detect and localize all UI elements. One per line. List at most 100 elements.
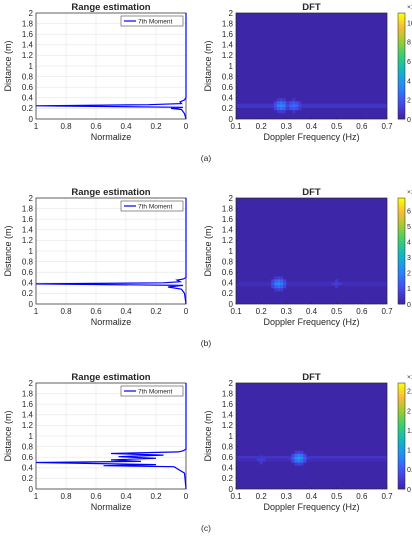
colorbar-segment xyxy=(398,44,405,48)
colorbar-segment xyxy=(398,205,405,209)
y-tick-label: 1.6 xyxy=(22,215,34,224)
x-axis-label: Normalize xyxy=(91,502,132,512)
x-tick-label: 0.7 xyxy=(381,122,393,131)
colorbar-segment xyxy=(398,443,405,447)
heatmap-cell xyxy=(274,285,278,289)
colorbar-segment xyxy=(398,26,405,30)
x-tick-label: 1 xyxy=(34,492,39,501)
colorbar-exponent: ×10⁹ xyxy=(407,189,412,196)
chart-panel-3-dft: 00.20.40.60.811.21.41.61.820.1 0.2 0.3 0.4 0… xyxy=(203,372,412,512)
y-tick-label: 0.2 xyxy=(222,474,234,483)
x-tick-label: 0.7 xyxy=(381,307,393,316)
y-axis-label: Distance (m) xyxy=(3,225,13,276)
colorbar-segment xyxy=(398,412,405,416)
heatmap-background xyxy=(236,198,387,304)
heatmap-cell xyxy=(286,104,290,108)
heatmap-cell xyxy=(279,110,283,114)
panel-label: (a) xyxy=(201,153,212,163)
colorbar-segment xyxy=(398,71,405,75)
y-tick-label: 0.2 xyxy=(222,104,234,113)
colorbar-segment xyxy=(398,211,405,215)
y-tick-label: 0.2 xyxy=(222,289,234,298)
heatmap-cell xyxy=(292,104,296,108)
heatmap-cell xyxy=(283,279,287,283)
colorbar-segment xyxy=(398,475,405,479)
colorbar-segment xyxy=(398,280,405,284)
heatmap-cell xyxy=(277,288,281,292)
y-tick-label: 0.2 xyxy=(22,474,34,483)
y-tick-label: 1 xyxy=(229,62,234,71)
colorbar-segment xyxy=(398,79,405,83)
x-tick-label: 0.4 xyxy=(306,122,318,131)
colorbar-segment xyxy=(398,103,405,107)
y-tick-label: 0.4 xyxy=(22,94,34,103)
heatmap-cell xyxy=(300,459,304,463)
heatmap-cell xyxy=(280,285,284,289)
y-tick-label: 1.4 xyxy=(22,41,34,50)
heatmap-cell xyxy=(280,288,284,292)
heatmap-cell xyxy=(274,279,278,283)
y-tick-label: 0.2 xyxy=(22,289,34,298)
y-tick-label: 1.6 xyxy=(222,215,234,224)
colorbar-segment xyxy=(398,200,405,204)
colorbar-segment xyxy=(398,285,405,289)
colorbar-tick-label: 2 xyxy=(407,271,411,278)
colorbar-segment xyxy=(398,451,405,455)
heatmap-cell xyxy=(292,107,296,111)
y-tick-label: 1.4 xyxy=(22,226,34,235)
colorbar-segment xyxy=(398,198,405,202)
colorbar-segment xyxy=(398,243,405,247)
heatmap-cell xyxy=(295,104,299,108)
colorbar-tick-label: 2 xyxy=(407,98,411,105)
y-tick-label: 0.4 xyxy=(22,464,34,473)
colorbar-tick-label: 1 xyxy=(407,286,411,293)
heatmap-cell xyxy=(273,107,277,111)
y-tick-label: 1.2 xyxy=(22,236,34,245)
colorbar-segment xyxy=(398,293,405,297)
colorbar-segment xyxy=(398,81,405,85)
colorbar-segment xyxy=(398,393,405,397)
heatmap-cell xyxy=(259,461,263,465)
x-tick-label: 0.8 xyxy=(60,492,72,501)
heatmap-cell xyxy=(335,282,339,286)
colorbar-tick-label: 4 xyxy=(407,78,411,85)
heatmap-cell xyxy=(256,458,260,462)
colorbar-segment xyxy=(398,422,405,426)
colorbar-segment xyxy=(398,396,405,400)
x-axis-label: Doppler Frequency (Hz) xyxy=(263,317,359,327)
legend-box xyxy=(120,15,184,27)
colorbar-segment xyxy=(398,36,405,40)
x-tick-label: 0 xyxy=(184,122,189,131)
y-axis-label: Distance (m) xyxy=(203,225,213,276)
y-tick-label: 1.8 xyxy=(222,204,234,213)
colorbar-segment xyxy=(398,436,405,440)
chart-panel-3-range: 00.20.40.60.811.21.41.61.821 0.8 0.6 0.4 0.2… xyxy=(3,372,189,512)
y-axis-label: Distance (m) xyxy=(203,40,213,91)
heatmap-cell xyxy=(335,279,339,283)
series-line-7th-moment xyxy=(35,198,187,305)
y-tick-label: 1.2 xyxy=(22,51,34,60)
colorbar-tick-label: 10 xyxy=(407,20,412,27)
y-tick-label: 0.6 xyxy=(222,268,234,277)
colorbar-segment xyxy=(398,15,405,19)
colorbar-segment xyxy=(398,42,405,46)
heatmap-cell xyxy=(294,459,298,463)
y-tick-label: 2 xyxy=(29,9,34,18)
colorbar-segment xyxy=(398,467,405,471)
colorbar-segment xyxy=(398,87,405,91)
y-tick-label: 1.8 xyxy=(222,389,234,398)
y-tick-label: 0.4 xyxy=(222,94,234,103)
y-tick-label: 0.4 xyxy=(222,464,234,473)
x-tick-label: 0.2 xyxy=(256,492,268,501)
colorbar-segment xyxy=(398,264,405,268)
heatmap-cell xyxy=(280,279,284,283)
x-tick-label: 0.4 xyxy=(120,492,132,501)
x-tick-label: 1 xyxy=(34,122,39,131)
x-tick-label: 0.4 xyxy=(306,307,318,316)
colorbar-segment xyxy=(398,66,405,70)
y-tick-label: 0 xyxy=(29,485,34,494)
y-tick-label: 0 xyxy=(229,115,234,124)
heatmap-cell xyxy=(288,456,292,460)
y-tick-label: 1.2 xyxy=(222,236,234,245)
colorbar-tick-label: 6 xyxy=(407,208,411,215)
